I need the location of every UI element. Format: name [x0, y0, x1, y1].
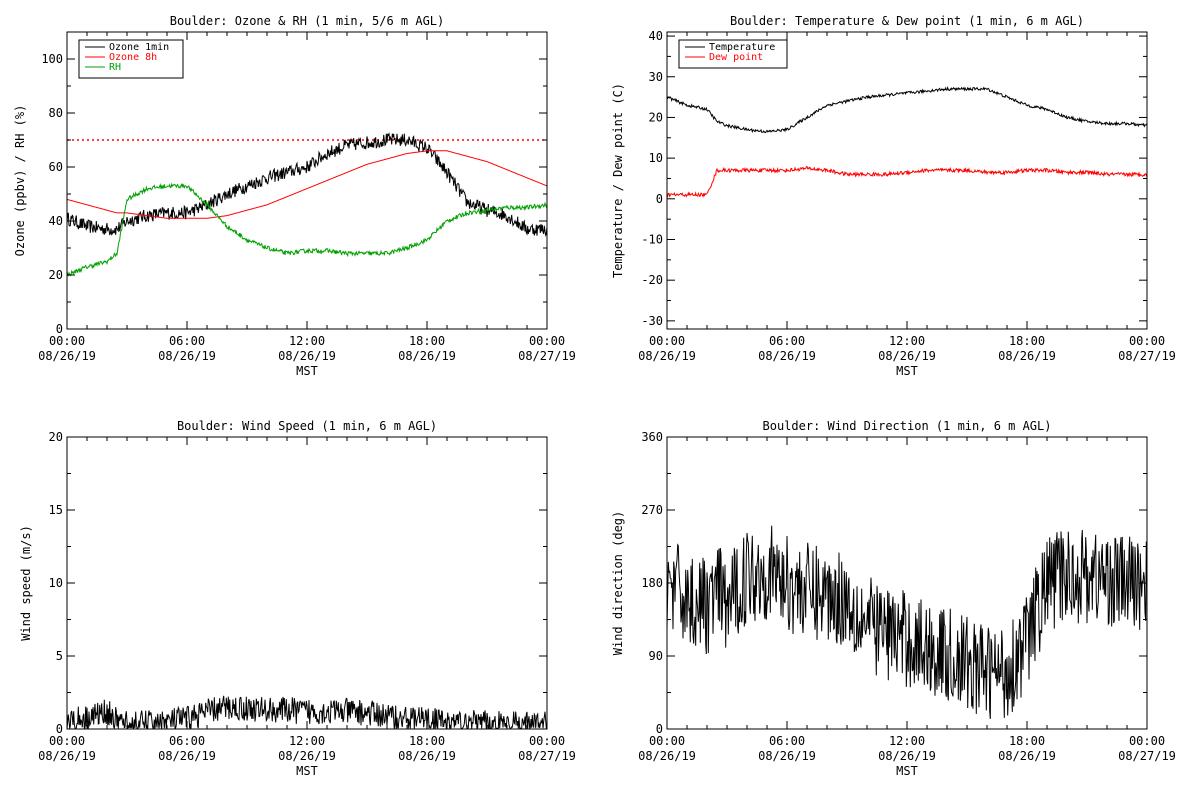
series-line-ozone-1min [67, 131, 547, 238]
x-tick-label: 00:00 [1129, 334, 1165, 348]
chart-title: Boulder: Temperature & Dew point (1 min,… [730, 14, 1084, 28]
plot-frame [66, 436, 548, 730]
x-tick-label: 18:00 [1009, 334, 1045, 348]
y-tick-label: 20 [49, 430, 63, 444]
y-tick-label: 40 [49, 214, 63, 228]
y-tick-label: 0 [656, 722, 663, 736]
chart-panel-2: Boulder: Temperature & Dew point (1 min,… [611, 14, 1176, 378]
chart-panel-3: Boulder: Wind Speed (1 min, 6 m AGL) 0 5 10… [19, 419, 576, 778]
y-tick-label: 10 [649, 151, 663, 165]
series-line-temperature [667, 85, 1147, 134]
x-tick-label: 00:00 [49, 734, 85, 748]
x-axis-label: MST [896, 364, 918, 378]
x-tick-sublabel: 08/26/19 [638, 749, 696, 763]
y-tick-label: 90 [649, 649, 663, 663]
chart-title: Boulder: Wind Speed (1 min, 6 m AGL) [177, 419, 437, 433]
plot-frame [666, 31, 1148, 330]
x-tick-label: 06:00 [769, 334, 805, 348]
series-line-series-1 [667, 525, 1147, 719]
x-tick-sublabel: 08/26/19 [878, 349, 936, 363]
y-tick-label: 20 [49, 268, 63, 282]
x-tick-label: 12:00 [889, 334, 925, 348]
y-tick-label: -10 [641, 232, 663, 246]
chart-title: Boulder: Wind Direction (1 min, 6 m AGL) [763, 419, 1052, 433]
y-tick-label: 0 [56, 722, 63, 736]
y-tick-label: 100 [41, 52, 63, 66]
chart-title: Boulder: Ozone & RH (1 min, 5/6 m AGL) [170, 14, 445, 28]
x-tick-label: 00:00 [1129, 734, 1165, 748]
series-line-ozone-8h [67, 150, 547, 219]
x-axis-label: MST [896, 764, 918, 778]
x-tick-sublabel: 08/26/19 [878, 749, 936, 763]
x-axis-label: MST [296, 364, 318, 378]
x-tick-sublabel: 08/27/19 [1118, 349, 1176, 363]
y-tick-label: -30 [641, 314, 663, 328]
x-tick-sublabel: 08/26/19 [758, 749, 816, 763]
y-tick-label: 15 [49, 503, 63, 517]
x-tick-label: 00:00 [649, 334, 685, 348]
y-tick-label: 30 [649, 70, 663, 84]
y-axis-label: Wind speed (m/s) [19, 525, 33, 641]
y-axis-label: Wind direction (deg) [611, 511, 625, 656]
x-tick-sublabel: 08/26/19 [758, 349, 816, 363]
y-tick-label: 20 [649, 110, 663, 124]
legend-label: Dew point [709, 52, 763, 63]
x-tick-label: 18:00 [409, 334, 445, 348]
x-axis-label: MST [296, 764, 318, 778]
legend-label: Ozone 8h [109, 52, 157, 63]
x-tick-sublabel: 08/26/19 [278, 349, 336, 363]
x-tick-label: 00:00 [529, 734, 565, 748]
y-tick-label: 80 [49, 106, 63, 120]
y-axis-label: Ozone (ppbv) / RH (%) [13, 105, 27, 257]
x-tick-label: 12:00 [889, 734, 925, 748]
y-tick-label: 5 [56, 649, 63, 663]
x-tick-sublabel: 08/26/19 [398, 349, 456, 363]
y-tick-label: 0 [656, 192, 663, 206]
y-tick-label: 270 [641, 503, 663, 517]
chart-panel-4: Boulder: Wind Direction (1 min, 6 m AGL)… [611, 419, 1176, 778]
chart-panel-1: Boulder: Ozone & RH (1 min, 5/6 m AGL) 0 2… [13, 14, 576, 378]
legend-box [78, 39, 184, 79]
x-tick-sublabel: 08/27/19 [518, 349, 576, 363]
x-tick-label: 18:00 [1009, 734, 1045, 748]
legend-box [678, 39, 788, 69]
x-tick-sublabel: 08/26/19 [278, 749, 336, 763]
x-tick-label: 12:00 [289, 734, 325, 748]
x-tick-label: 06:00 [769, 734, 805, 748]
x-tick-label: 18:00 [409, 734, 445, 748]
y-axis-label: Temperature / Dew point (C) [611, 83, 625, 278]
legend-label: RH [109, 62, 121, 73]
y-tick-label: 360 [641, 430, 663, 444]
x-tick-sublabel: 08/26/19 [158, 749, 216, 763]
y-tick-label: 40 [649, 29, 663, 43]
x-tick-label: 06:00 [169, 334, 205, 348]
x-tick-label: 00:00 [49, 334, 85, 348]
legend-label: Ozone 1min [109, 42, 169, 53]
x-tick-sublabel: 08/26/19 [398, 749, 456, 763]
x-tick-sublabel: 08/26/19 [38, 349, 96, 363]
x-tick-sublabel: 08/26/19 [38, 749, 96, 763]
y-tick-label: 10 [49, 576, 63, 590]
legend-label: Temperature [709, 42, 775, 53]
y-tick-label: 0 [56, 322, 63, 336]
y-tick-label: 60 [49, 160, 63, 174]
x-tick-sublabel: 08/26/19 [998, 349, 1056, 363]
series-line-dew-point [667, 165, 1147, 198]
y-tick-label: 180 [641, 576, 663, 590]
x-tick-sublabel: 08/27/19 [1118, 749, 1176, 763]
x-tick-sublabel: 08/27/19 [518, 749, 576, 763]
x-tick-label: 00:00 [649, 734, 685, 748]
x-tick-sublabel: 08/26/19 [638, 349, 696, 363]
x-tick-sublabel: 08/26/19 [158, 349, 216, 363]
y-tick-label: -20 [641, 273, 663, 287]
x-tick-label: 00:00 [529, 334, 565, 348]
series-line-rh [67, 182, 547, 277]
x-tick-label: 06:00 [169, 734, 205, 748]
x-tick-label: 12:00 [289, 334, 325, 348]
x-tick-sublabel: 08/26/19 [998, 749, 1056, 763]
